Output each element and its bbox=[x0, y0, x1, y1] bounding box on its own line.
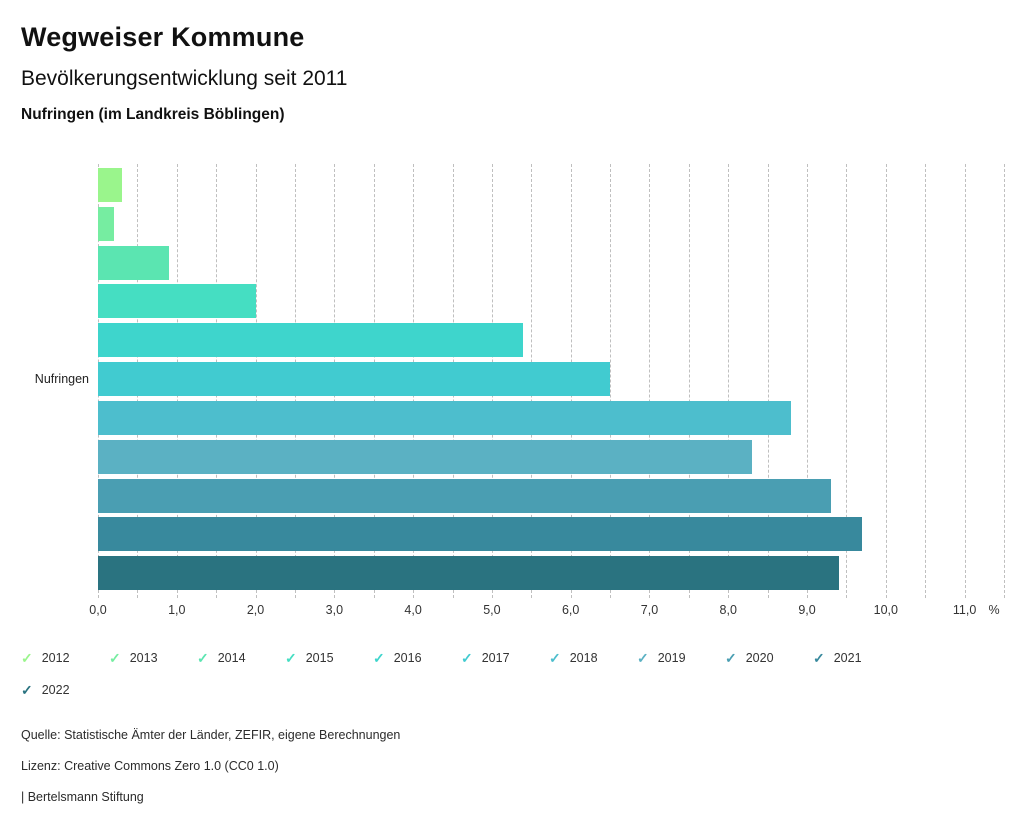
legend-item-2021[interactable]: ✓ 2021 bbox=[813, 651, 901, 666]
x-axis-tick: 6,0 bbox=[561, 603, 580, 617]
legend-item-2014[interactable]: ✓ 2014 bbox=[197, 651, 285, 666]
legend-item-2017[interactable]: ✓ 2017 bbox=[461, 651, 549, 666]
legend-year-label: 2021 bbox=[833, 651, 862, 665]
y-axis-label: Nufringen bbox=[34, 372, 89, 386]
x-axis-tick: 3,0 bbox=[325, 603, 344, 617]
footer-license: Lizenz: Creative Commons Zero 1.0 (CC0 1… bbox=[21, 759, 279, 773]
gridline bbox=[964, 164, 966, 598]
bar-2015[interactable] bbox=[98, 284, 256, 319]
legend-year-label: 2019 bbox=[657, 651, 686, 665]
x-axis-unit-label: % bbox=[988, 603, 1000, 617]
bar-2013[interactable] bbox=[98, 206, 114, 241]
check-icon: ✓ bbox=[21, 650, 33, 666]
app-title: Wegweiser Kommune bbox=[21, 22, 305, 52]
bar-2020[interactable] bbox=[98, 478, 831, 513]
legend-year-label: 2015 bbox=[305, 651, 334, 665]
legend-item-2018[interactable]: ✓ 2018 bbox=[549, 651, 637, 666]
bar-2012[interactable] bbox=[98, 168, 122, 202]
check-icon: ✓ bbox=[197, 650, 209, 666]
check-icon: ✓ bbox=[373, 650, 385, 666]
bar-2014[interactable] bbox=[98, 245, 169, 280]
x-axis-tick: 9,0 bbox=[798, 603, 816, 617]
check-icon: ✓ bbox=[813, 650, 825, 666]
legend-item-2016[interactable]: ✓ 2016 bbox=[373, 651, 461, 666]
x-axis: 0,0 1,0 2,0 3,0 4,0 5,0 6,0 7,0 8,0 9,0 10,0 11,0% bbox=[89, 603, 1018, 619]
bar-2018[interactable] bbox=[98, 400, 792, 435]
gridline bbox=[885, 164, 887, 598]
chart-location: Nufringen (im Landkreis Böblingen) bbox=[21, 106, 285, 123]
check-icon: ✓ bbox=[549, 650, 561, 666]
legend-item-2022[interactable]: ✓ 2022 bbox=[21, 683, 109, 698]
chart-subtitle: Bevölkerungsentwicklung seit 2011 bbox=[21, 67, 348, 90]
x-axis-tick: 1,0 bbox=[168, 603, 186, 617]
x-axis-tick: 10,0 bbox=[873, 603, 898, 617]
x-axis-tick: 7,0 bbox=[640, 603, 659, 617]
legend-item-2015[interactable]: ✓ 2015 bbox=[285, 651, 373, 666]
check-icon: ✓ bbox=[637, 650, 649, 666]
plot-area bbox=[98, 164, 1005, 598]
gridline bbox=[610, 164, 612, 598]
bar-2022[interactable] bbox=[98, 556, 839, 591]
legend-year-label: 2014 bbox=[217, 651, 246, 665]
check-icon: ✓ bbox=[461, 650, 473, 666]
legend-year-label: 2012 bbox=[41, 651, 70, 665]
gridline bbox=[846, 164, 848, 598]
legend-year-label: 2018 bbox=[569, 651, 598, 665]
x-axis-tick: 8,0 bbox=[719, 603, 737, 617]
gridline bbox=[688, 164, 690, 598]
legend-item-2020[interactable]: ✓ 2020 bbox=[725, 651, 813, 666]
check-icon: ✓ bbox=[285, 650, 297, 666]
gridline bbox=[925, 164, 927, 598]
legend-item-2012[interactable]: ✓ 2012 bbox=[21, 651, 109, 666]
x-axis-tick: 5,0 bbox=[483, 603, 501, 617]
bar-2019[interactable] bbox=[98, 439, 752, 474]
gridline bbox=[649, 164, 651, 598]
check-icon: ✓ bbox=[21, 682, 33, 698]
check-icon: ✓ bbox=[725, 650, 737, 666]
legend-item-2013[interactable]: ✓ 2013 bbox=[109, 651, 197, 666]
legend-item-2019[interactable]: ✓ 2019 bbox=[637, 651, 725, 666]
gridline bbox=[807, 164, 809, 598]
legend-year-label: 2013 bbox=[129, 651, 158, 665]
bar-2016[interactable] bbox=[98, 323, 524, 358]
legend-year-label: 2016 bbox=[393, 651, 422, 665]
x-axis-tick: 4,0 bbox=[404, 603, 422, 617]
footer-attribution: | Bertelsmann Stiftung bbox=[21, 790, 144, 804]
legend-year-label: 2020 bbox=[745, 651, 774, 665]
legend-year-label: 2022 bbox=[41, 683, 70, 697]
check-icon: ✓ bbox=[109, 650, 121, 666]
x-axis-tick: 11,0 bbox=[952, 603, 977, 617]
x-axis-tick: 2,0 bbox=[246, 603, 265, 617]
gridline bbox=[728, 164, 730, 598]
legend-year-label: 2017 bbox=[481, 651, 510, 665]
x-axis-tick: 0,0 bbox=[89, 603, 107, 617]
bar-2017[interactable] bbox=[98, 362, 611, 397]
bar-2021[interactable] bbox=[98, 517, 863, 552]
footer-source: Quelle: Statistische Ämter der Länder, Z… bbox=[21, 728, 401, 742]
legend: ✓ 2012 ✓ 2013 ✓ 2014 ✓ 2015 ✓ 2016 ✓ 2017 ✓ 2018 ✓ 2019… bbox=[21, 651, 941, 698]
gridline bbox=[1004, 164, 1005, 598]
gridline bbox=[767, 164, 769, 598]
